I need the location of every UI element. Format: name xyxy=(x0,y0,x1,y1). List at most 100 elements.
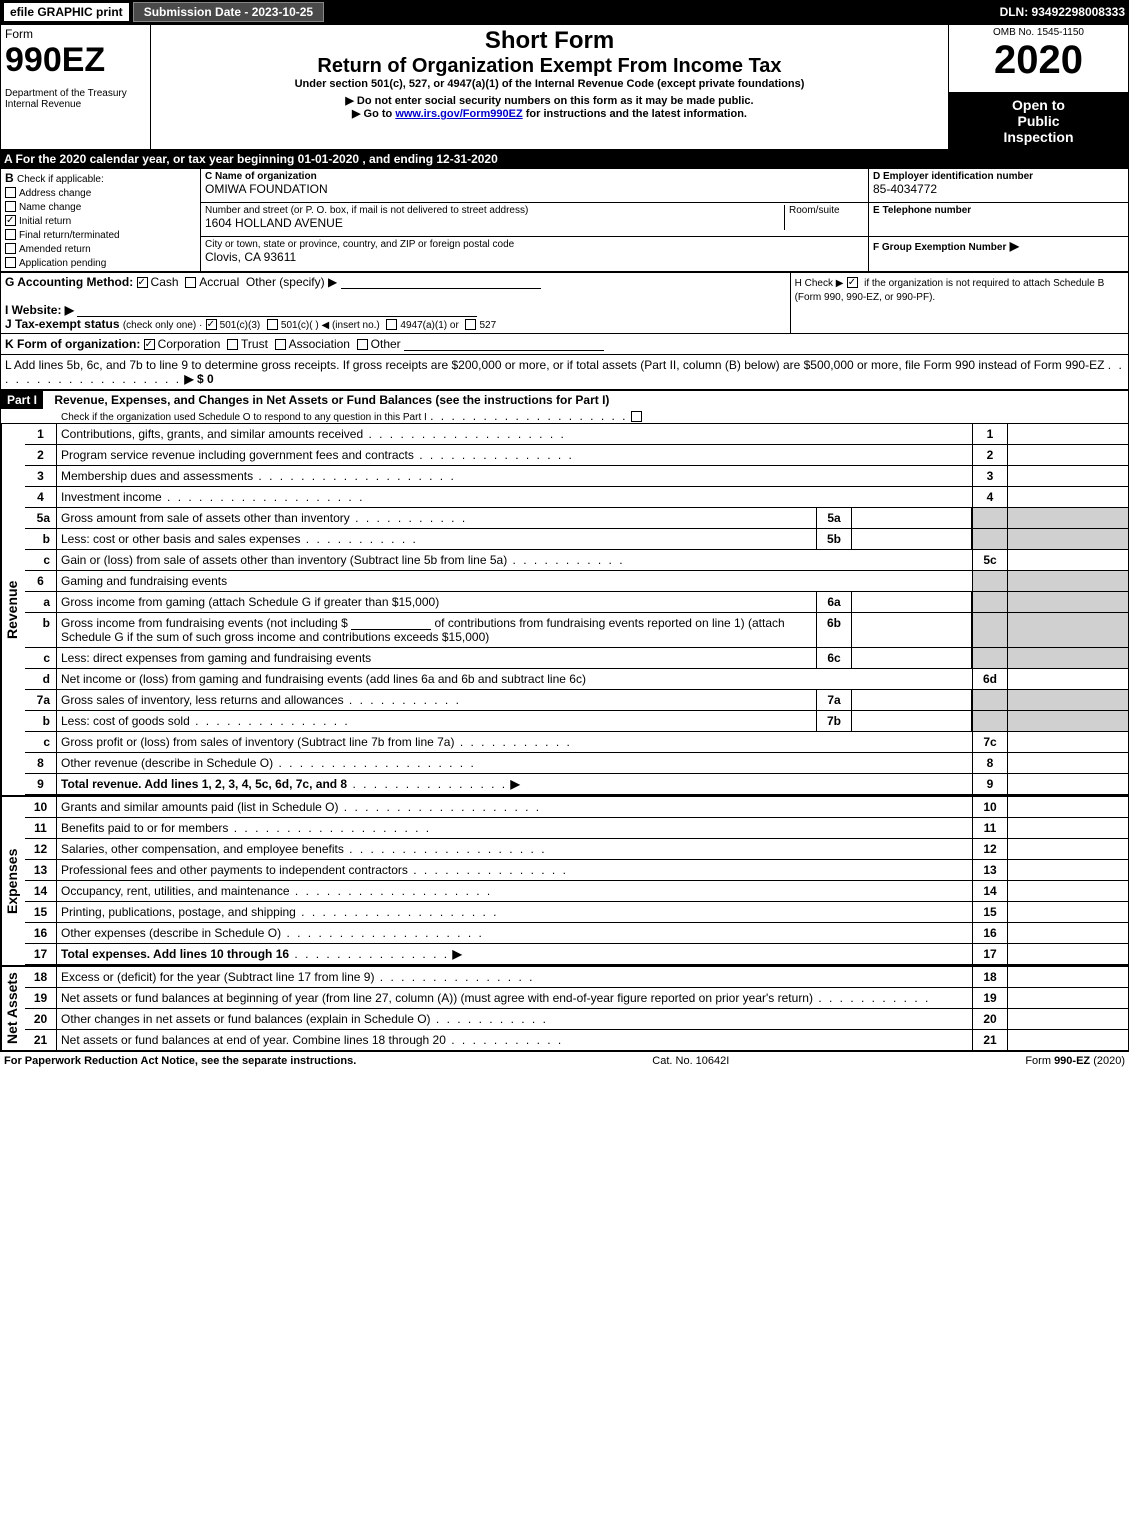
desc-20: Other changes in net assets or fund bala… xyxy=(61,1012,431,1026)
chk-schedule-o-part1[interactable] xyxy=(631,411,642,422)
open-public-box: Open to Public Inspection xyxy=(949,93,1128,149)
chk-trust[interactable] xyxy=(227,339,238,350)
rnum-13: 13 xyxy=(972,860,1008,880)
rval-6a-sh xyxy=(1008,592,1128,612)
d17 xyxy=(289,947,449,961)
rval-8 xyxy=(1008,753,1128,773)
midval-7a xyxy=(852,690,972,710)
desc-5c: Gain or (loss) from sale of assets other… xyxy=(61,553,507,567)
rval-11 xyxy=(1008,818,1128,838)
d7c xyxy=(454,735,571,749)
k-label: K Form of organization: xyxy=(5,337,140,351)
midval-5a xyxy=(852,508,972,528)
6b-blank[interactable] xyxy=(351,618,431,630)
rval-6d xyxy=(1008,669,1128,689)
other-method-blank[interactable] xyxy=(341,277,541,289)
chk-cash[interactable] xyxy=(137,277,148,288)
top-bar: efile GRAPHIC print Submission Date - 20… xyxy=(0,0,1129,24)
lbl-cash: Cash xyxy=(151,275,179,289)
footer-right-post: (2020) xyxy=(1090,1055,1125,1067)
rval-5a-sh xyxy=(1008,508,1128,528)
page-footer: For Paperwork Reduction Act Notice, see … xyxy=(0,1051,1129,1070)
ln-12: 12 xyxy=(25,839,57,859)
desc-4: Investment income xyxy=(61,490,162,504)
mid-6b: 6b xyxy=(816,613,852,647)
ssn-warning: ▶ Do not enter social security numbers o… xyxy=(155,94,944,107)
efile-print-label[interactable]: efile GRAPHIC print xyxy=(4,3,129,21)
chk-527[interactable] xyxy=(465,319,476,330)
footer-right-pre: Form xyxy=(1025,1055,1054,1067)
ln-7a: 7a xyxy=(25,690,57,710)
ln-7c: c xyxy=(25,732,57,752)
lbl-4947: 4947(a)(1) or xyxy=(400,320,458,331)
chk-amended[interactable] xyxy=(5,243,16,254)
ln-14: 14 xyxy=(25,881,57,901)
mid-6c: 6c xyxy=(816,648,852,668)
rval-20 xyxy=(1008,1009,1128,1029)
h-post: if the organization is not required to a… xyxy=(864,278,1104,289)
rnum-5b-sh xyxy=(972,529,1008,549)
d12 xyxy=(344,842,547,856)
chk-4947[interactable] xyxy=(386,319,397,330)
rnum-10: 10 xyxy=(972,797,1008,817)
lbl-initial-return: Initial return xyxy=(19,216,71,227)
rnum-6c-sh xyxy=(972,648,1008,668)
lbl-name-change: Name change xyxy=(19,202,81,213)
chk-address-change[interactable] xyxy=(5,187,16,198)
desc-9: Total revenue. Add lines 1, 2, 3, 4, 5c,… xyxy=(61,777,347,791)
return-title: Return of Organization Exempt From Incom… xyxy=(155,55,944,78)
footer-left: For Paperwork Reduction Act Notice, see … xyxy=(4,1055,356,1067)
rnum-11: 11 xyxy=(972,818,1008,838)
chk-accrual[interactable] xyxy=(185,277,196,288)
l-row: L Add lines 5b, 6c, and 7b to line 9 to … xyxy=(0,355,1129,390)
chk-name-change[interactable] xyxy=(5,201,16,212)
chk-app-pending[interactable] xyxy=(5,257,16,268)
room-label: Room/suite xyxy=(789,205,864,216)
desc-7a: Gross sales of inventory, less returns a… xyxy=(61,693,344,707)
d1 xyxy=(363,427,566,441)
rval-1 xyxy=(1008,424,1128,444)
desc-7b: Less: cost of goods sold xyxy=(61,714,190,728)
chk-assoc[interactable] xyxy=(275,339,286,350)
rnum-15: 15 xyxy=(972,902,1008,922)
g-label: G Accounting Method: xyxy=(5,275,133,289)
rval-9 xyxy=(1008,774,1128,794)
irs-link[interactable]: www.irs.gov/Form990EZ xyxy=(395,108,522,120)
rval-7a-sh xyxy=(1008,690,1128,710)
chk-schedule-b[interactable] xyxy=(847,277,858,288)
ln-13: 13 xyxy=(25,860,57,880)
d7a xyxy=(344,693,461,707)
ln-10: 10 xyxy=(25,797,57,817)
other-org-blank[interactable] xyxy=(404,339,604,351)
netassets-vertical-label: Net Assets xyxy=(1,967,25,1050)
rnum-7c: 7c xyxy=(972,732,1008,752)
b-label: Check if applicable: xyxy=(17,174,104,185)
ln-19: 19 xyxy=(25,988,57,1008)
website-blank[interactable] xyxy=(77,305,477,317)
rnum-16: 16 xyxy=(972,923,1008,943)
chk-corp[interactable] xyxy=(144,339,155,350)
footer-catno: Cat. No. 10642I xyxy=(652,1055,729,1067)
rnum-19: 19 xyxy=(972,988,1008,1008)
desc-12: Salaries, other compensation, and employ… xyxy=(61,842,344,856)
desc-5b: Less: cost or other basis and sales expe… xyxy=(61,532,300,546)
d14 xyxy=(290,884,493,898)
d5b xyxy=(300,532,417,546)
d3 xyxy=(253,469,456,483)
rval-18 xyxy=(1008,967,1128,987)
lbl-app-pending: Application pending xyxy=(19,258,106,269)
chk-501c[interactable] xyxy=(267,319,278,330)
lbl-527: 527 xyxy=(479,320,496,331)
desc-14: Occupancy, rent, utilities, and maintena… xyxy=(61,884,290,898)
rval-6-sh xyxy=(1008,571,1128,591)
mid-7b: 7b xyxy=(816,711,852,731)
chk-final-return[interactable] xyxy=(5,229,16,240)
chk-other-org[interactable] xyxy=(357,339,368,350)
submission-date: Submission Date - 2023-10-25 xyxy=(133,2,324,22)
chk-initial-return[interactable] xyxy=(5,215,16,226)
ln-5a: 5a xyxy=(25,508,57,528)
form-number: 990EZ xyxy=(5,41,146,80)
ln-6b: b xyxy=(25,613,57,647)
ln-16: 16 xyxy=(25,923,57,943)
chk-501c3[interactable] xyxy=(206,319,217,330)
